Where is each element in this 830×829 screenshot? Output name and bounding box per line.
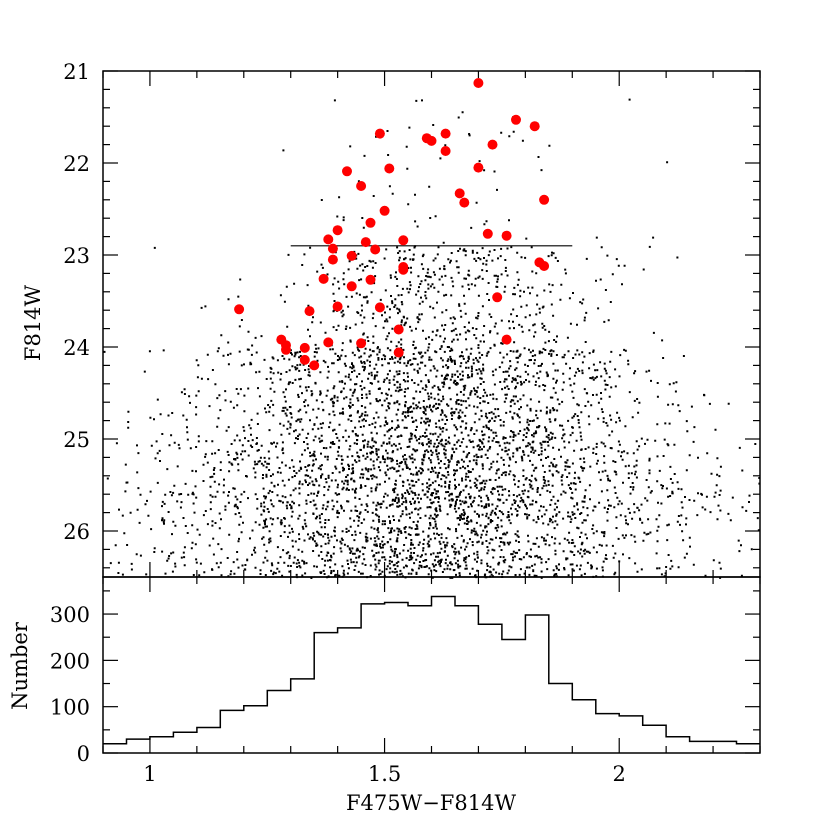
highlight-point (318, 273, 329, 284)
cmd-y-tick-label: 21 (63, 60, 90, 84)
hist-y-tick-label: 300 (50, 603, 90, 627)
hist-y-tick-labels: 0 100 200 300 (50, 603, 90, 766)
highlight-point (299, 354, 310, 365)
highlight-point (365, 274, 376, 285)
highlight-point (299, 342, 310, 353)
highlight-point (234, 304, 245, 315)
highlight-point (459, 197, 470, 208)
highlight-point (440, 146, 451, 156)
x-tick-label: 2 (613, 762, 626, 786)
highlight-point (529, 121, 540, 132)
highlight-point (393, 347, 404, 358)
x-tick-label: 1.5 (368, 762, 401, 786)
highlight-points-layer (234, 78, 550, 371)
highlight-point (492, 292, 503, 303)
x-axis-title: F475W−F814W (346, 791, 516, 815)
highlight-point (487, 139, 498, 150)
highlight-point (393, 324, 404, 335)
hist-y-axis-title: Number (8, 621, 32, 710)
highlight-point (356, 338, 367, 349)
highlight-point (482, 228, 493, 239)
highlight-point (342, 166, 352, 177)
cmd-y-tick-label: 23 (63, 244, 90, 268)
highlight-point (398, 264, 409, 275)
highlight-point (323, 337, 334, 348)
highlight-point (454, 188, 465, 199)
highlight-point (332, 225, 343, 236)
x-tick-label: 1 (143, 762, 156, 786)
cmd-y-tick-label: 22 (63, 152, 90, 176)
hist-y-tick-label: 100 (50, 696, 90, 720)
black-points-layer (103, 98, 761, 579)
highlight-point (398, 235, 409, 246)
highlight-point (539, 261, 550, 271)
highlight-point (360, 237, 371, 248)
x-tick-labels: 1 1.5 2 (143, 762, 626, 786)
highlight-point (501, 334, 512, 345)
black-data-points (103, 98, 761, 579)
hist-ticks (102, 577, 761, 754)
highlight-point (304, 306, 315, 317)
cmd-panel: 21 22 23 24 25 26 F814W (21, 60, 761, 579)
highlight-point (323, 234, 334, 245)
highlight-point (440, 128, 451, 139)
cmd-y-tick-label: 26 (63, 520, 90, 544)
cmd-frame (102, 70, 761, 578)
highlight-point (309, 360, 320, 371)
highlight-point (539, 194, 550, 205)
highlight-point (426, 135, 437, 146)
highlight-point (501, 230, 512, 241)
hist-y-tick-label: 200 (50, 649, 90, 673)
highlight-point (346, 281, 357, 292)
highlight-point (384, 163, 395, 174)
highlight-point (511, 114, 521, 125)
highlight-point (473, 162, 484, 173)
hist-y-tick-label: 0 (77, 742, 90, 766)
cmd-y-tick-label: 25 (63, 428, 90, 452)
highlight-point (365, 217, 376, 228)
highlight-point (346, 250, 357, 261)
highlight-point (374, 128, 385, 139)
highlight-point (374, 302, 385, 313)
highlight-point (379, 205, 390, 216)
cmd-ticks (102, 70, 761, 577)
cmd-y-axis-title: F814W (21, 284, 45, 361)
highlight-point (356, 181, 367, 191)
highlight-point (332, 301, 343, 312)
histogram-step-line (103, 595, 760, 745)
highlight-point (281, 344, 291, 355)
cmd-y-tick-labels: 21 22 23 24 25 26 (63, 60, 90, 544)
highlight-point (473, 78, 484, 88)
highlight-point (370, 244, 381, 255)
highlight-point (327, 254, 338, 265)
highlight-point (327, 243, 338, 254)
cmd-y-tick-label: 24 (63, 336, 90, 360)
